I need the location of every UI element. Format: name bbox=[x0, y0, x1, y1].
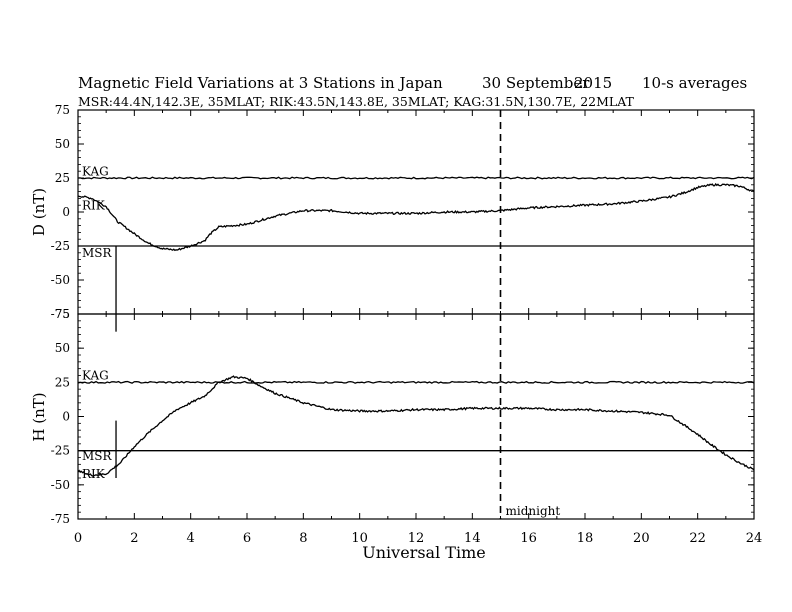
y-tick-label: 75 bbox=[55, 307, 70, 321]
y-tick-label: 0 bbox=[62, 205, 70, 219]
y-tick-label: 25 bbox=[55, 375, 70, 389]
x-tick-label: 8 bbox=[299, 531, 307, 546]
x-tick-label: 16 bbox=[520, 531, 537, 546]
top-y-axis-label: D (nT) bbox=[30, 188, 48, 236]
x-tick-label: 4 bbox=[187, 531, 195, 546]
y-tick-label: -25 bbox=[51, 239, 70, 253]
y-tick-label: -50 bbox=[51, 478, 70, 492]
series-line-rik bbox=[77, 182, 755, 252]
chart-title: Magnetic Field Variations at 3 Stations … bbox=[78, 74, 443, 92]
bottom-panel-frame bbox=[77, 313, 755, 520]
station-label-msr: MSR bbox=[82, 449, 113, 463]
y-tick-label: 50 bbox=[55, 137, 70, 151]
top-panel-frame bbox=[77, 109, 755, 315]
x-tick-label: 6 bbox=[243, 531, 251, 546]
y-tick-label: 0 bbox=[62, 410, 70, 424]
x-tick-label: 0 bbox=[74, 531, 82, 546]
y-tick-label: -75 bbox=[51, 512, 70, 526]
y-tick-label: -50 bbox=[51, 273, 70, 287]
y-tick-label: -75 bbox=[51, 307, 70, 321]
station-label-kag: KAG bbox=[82, 164, 109, 178]
stations-info: MSR:44.4N,142.3E, 35MLAT; RIK:43.5N,143.… bbox=[78, 94, 635, 109]
chart-date-day: 30 September bbox=[482, 74, 590, 92]
x-tick-label: 20 bbox=[633, 531, 650, 546]
x-tick-label: 18 bbox=[577, 531, 594, 546]
y-tick-label: -25 bbox=[51, 444, 70, 458]
x-tick-label: 10 bbox=[351, 531, 368, 546]
chart-date-year: 2015 bbox=[574, 74, 612, 92]
series-line-kag bbox=[77, 380, 755, 384]
station-label-kag: KAG bbox=[82, 369, 109, 383]
y-tick-label: 75 bbox=[55, 103, 70, 117]
x-axis: 0 2 4 6 8 10 12 14 16 18 20 22 24 bbox=[74, 531, 762, 546]
x-tick-label: 22 bbox=[689, 531, 706, 546]
x-axis-label: Universal Time bbox=[362, 543, 485, 562]
x-tick-label: 14 bbox=[464, 531, 481, 546]
series-line-kag bbox=[77, 176, 755, 180]
x-tick-label: 2 bbox=[130, 531, 138, 546]
y-tick-label: 25 bbox=[55, 171, 70, 185]
station-label-rik: RIK bbox=[82, 467, 106, 481]
top-panel-d: 75 50 25 0 -25 -50 -75 KAG RIK MSR bbox=[51, 103, 755, 332]
midnight-overlay: midnight bbox=[499, 110, 561, 519]
x-tick-label: 12 bbox=[408, 531, 425, 546]
bottom-panel-h: 75 50 25 0 -25 -50 -75 KAG MSR RIK bbox=[51, 307, 755, 526]
station-label-msr: MSR bbox=[82, 246, 113, 260]
series-line-rik bbox=[77, 375, 755, 477]
chart-averaging: 10-s averages bbox=[642, 74, 747, 92]
x-tick-label: 24 bbox=[746, 531, 763, 546]
midnight-label: midnight bbox=[506, 504, 561, 518]
y-tick-label: 50 bbox=[55, 341, 70, 355]
station-label-rik: RIK bbox=[82, 198, 106, 212]
bottom-y-axis-label: H (nT) bbox=[30, 392, 48, 441]
